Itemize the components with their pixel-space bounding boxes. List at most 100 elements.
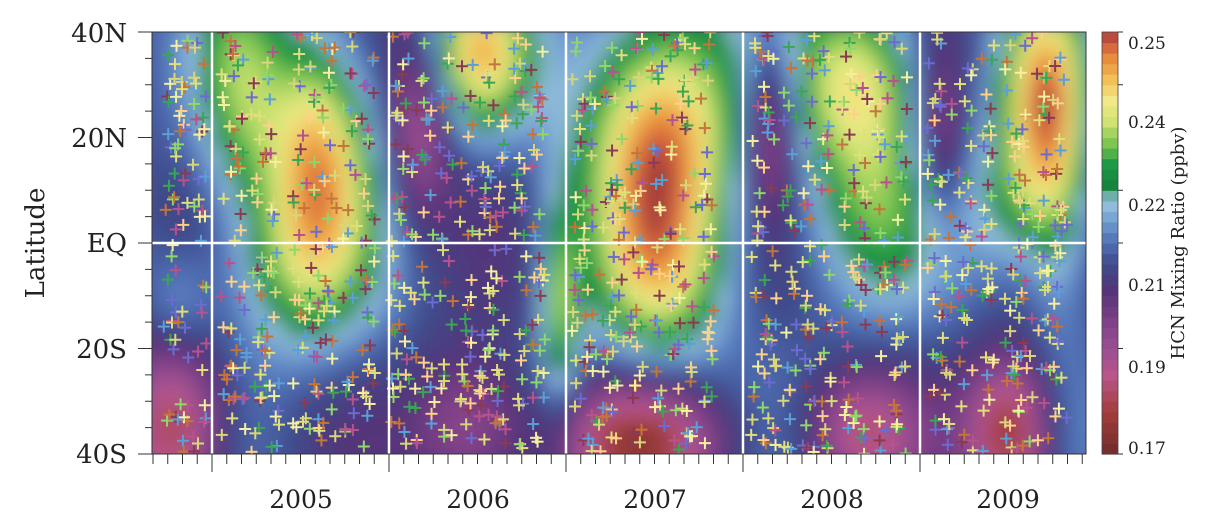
contour-cell (224, 432, 237, 450)
occultation-marker (800, 34, 813, 47)
contour-cell (848, 148, 861, 165)
contour-cell (776, 116, 789, 134)
contour-cell (872, 385, 885, 403)
occultation-marker (424, 189, 437, 202)
contour-cell (668, 243, 681, 260)
contour-cell (848, 243, 861, 260)
occultation-marker (482, 408, 495, 421)
colorbar-ticks (1118, 31, 1123, 455)
colorbar-title: HCN Mixing Ratio (ppbv) (1168, 127, 1189, 360)
occultation-marker (936, 331, 949, 344)
contour-cell (668, 179, 681, 197)
contour-cell (992, 465, 1005, 482)
occultation-marker (841, 340, 854, 353)
occultation-marker (175, 83, 188, 96)
contour-cell (344, 448, 357, 454)
occultation-marker (1017, 336, 1030, 349)
contour-cell (332, 274, 345, 292)
contour-cell (380, 132, 393, 150)
colorbar-band (1102, 253, 1118, 265)
occultation-marker (326, 352, 339, 365)
contour-cell (152, 258, 165, 276)
occultation-marker (217, 98, 230, 111)
contour-cell (860, 448, 873, 454)
contour-cell (788, 243, 801, 260)
contour-cell (824, 53, 837, 70)
occultation-marker (513, 438, 526, 451)
occultation-marker (428, 396, 441, 409)
contour-cell (692, 337, 705, 355)
occultation-marker (168, 167, 181, 180)
contour-cell (752, 274, 765, 292)
occultation-marker (853, 32, 866, 39)
contour-cell (404, 211, 417, 229)
contour-cell (932, 337, 945, 355)
occultation-marker (1004, 39, 1017, 52)
contour-cell (764, 148, 777, 165)
occultation-marker (571, 316, 584, 329)
occultation-marker (518, 162, 531, 175)
occultation-marker (690, 421, 703, 434)
contour-cell (428, 243, 441, 260)
occultation-marker (593, 418, 606, 431)
contour-cell (500, 448, 513, 454)
occultation-marker (368, 255, 381, 268)
colorbar-band (1102, 411, 1118, 423)
contour-cell (608, 448, 621, 454)
y-axis-ticks (138, 31, 152, 455)
contour-cell (356, 37, 369, 55)
contour-cell (896, 227, 909, 244)
occultation-marker (921, 167, 934, 180)
contour-cell (812, 195, 825, 213)
occultation-marker (926, 194, 939, 207)
contour-cell (728, 148, 741, 165)
occultation-marker (423, 113, 436, 126)
occultation-marker (464, 350, 477, 363)
contour-cell (584, 163, 597, 181)
colorbar-band (1102, 401, 1118, 413)
contour-cell (380, 32, 393, 39)
contour-cell (200, 148, 213, 165)
contour-cell (980, 243, 993, 260)
occultation-marker (618, 253, 631, 266)
contour-cell (200, 258, 213, 276)
occultation-marker (859, 318, 872, 331)
occultation-marker (861, 92, 874, 105)
occultation-marker (1005, 262, 1018, 275)
occultation-marker (700, 57, 713, 70)
occultation-marker (761, 126, 774, 139)
contour-cell (632, 132, 645, 150)
contour-cell (740, 32, 753, 39)
occultation-marker (699, 177, 712, 190)
occultation-marker (856, 82, 869, 95)
contour-cell (860, 385, 873, 403)
contour-cell (428, 68, 441, 86)
occultation-marker (1019, 39, 1032, 52)
contour-cell (1052, 432, 1065, 450)
occultation-marker (940, 366, 953, 379)
occultation-marker (317, 416, 330, 429)
contour-cell (332, 163, 345, 181)
occultation-marker (899, 155, 912, 168)
occultation-marker (570, 377, 583, 390)
contour-cell (932, 465, 945, 482)
occultation-marker (572, 294, 585, 307)
contour-cell (680, 53, 693, 70)
contour-cell (812, 68, 825, 86)
contour-cell (416, 84, 429, 102)
contour-cell (344, 243, 357, 260)
contour-cell (596, 32, 609, 39)
occultation-marker (584, 91, 597, 104)
contour-cell (920, 465, 933, 482)
occultation-marker (654, 204, 667, 217)
contour-cell (1016, 385, 1029, 403)
occultation-marker (822, 148, 835, 161)
occultation-marker (652, 72, 665, 85)
occultation-marker (958, 428, 971, 441)
occultation-marker (965, 69, 978, 82)
contour-cell (152, 68, 165, 86)
contour-cell (368, 417, 381, 434)
contour-cell (716, 417, 729, 434)
contour-cell (152, 337, 165, 355)
contour-cell (728, 68, 741, 86)
